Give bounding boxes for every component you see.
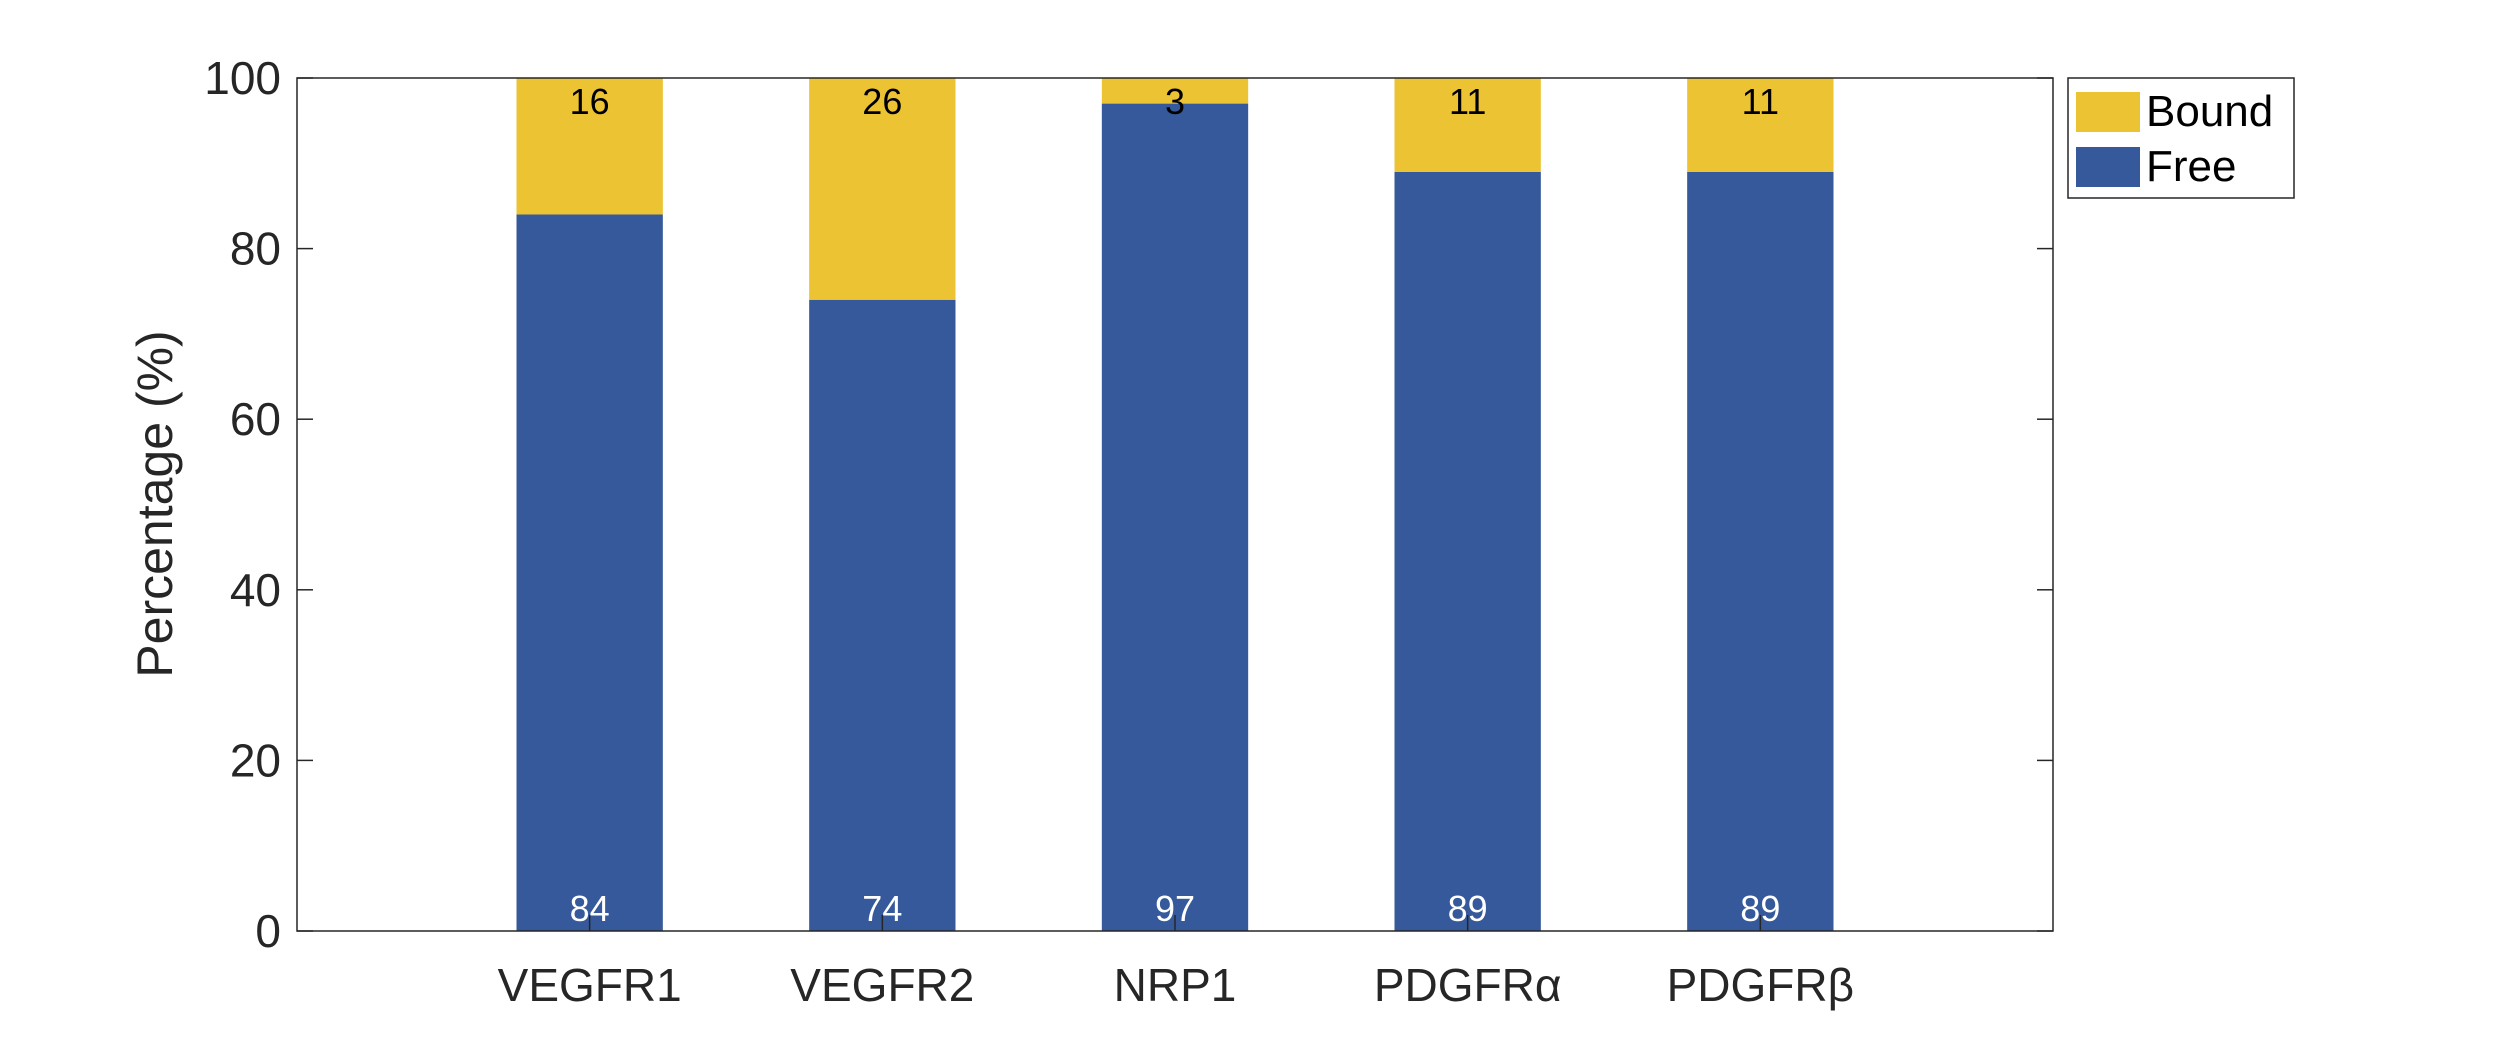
data-label-bound-4: 11 bbox=[1449, 81, 1486, 122]
y-tick-label: 40 bbox=[230, 564, 281, 616]
bar-free-2 bbox=[809, 299, 956, 931]
x-tick-label: PDGFRα bbox=[1374, 959, 1562, 1011]
y-tick-label: 60 bbox=[230, 393, 281, 445]
y-axis-title: Percentage (%) bbox=[127, 330, 183, 677]
legend-label-bound: Bound bbox=[2146, 87, 2273, 136]
bar-free-5 bbox=[1687, 171, 1834, 931]
data-label-bound-1: 16 bbox=[570, 81, 610, 122]
bar-free-4 bbox=[1394, 171, 1541, 931]
bar-bound-2 bbox=[809, 78, 956, 300]
legend-swatch-free bbox=[2076, 147, 2140, 187]
data-label-bound-3: 3 bbox=[1165, 81, 1185, 122]
y-tick-label: 20 bbox=[230, 734, 281, 786]
bar-free-3 bbox=[1101, 103, 1249, 932]
data-label-bound-2: 26 bbox=[862, 81, 902, 122]
x-axis: VEGFR1 VEGFR2 NRP1 PDGFRα PDGFRβ bbox=[498, 915, 1854, 1011]
bar-group bbox=[516, 78, 1834, 932]
bar-bound-4 bbox=[1394, 78, 1541, 172]
y-tick-label: 100 bbox=[204, 52, 281, 104]
bar-bound-3 bbox=[1101, 78, 1249, 104]
x-tick-label: VEGFR2 bbox=[790, 959, 974, 1011]
x-tick-label: NRP1 bbox=[1114, 959, 1237, 1011]
x-tick-label: PDGFRβ bbox=[1667, 959, 1854, 1011]
legend-label-free: Free bbox=[2146, 142, 2236, 191]
y-tick-label: 80 bbox=[230, 223, 281, 275]
bar-bound-1 bbox=[516, 78, 663, 215]
x-tick-label: VEGFR1 bbox=[498, 959, 682, 1011]
y-tick-label: 0 bbox=[255, 905, 281, 957]
y-axis: 0 20 40 60 80 100 bbox=[204, 52, 2053, 957]
legend: Bound Free bbox=[2067, 77, 2295, 199]
data-label-bound-5: 11 bbox=[1742, 81, 1779, 122]
bar-free-1 bbox=[516, 214, 663, 932]
bar-bound-5 bbox=[1687, 78, 1834, 172]
legend-swatch-bound bbox=[2076, 92, 2140, 132]
